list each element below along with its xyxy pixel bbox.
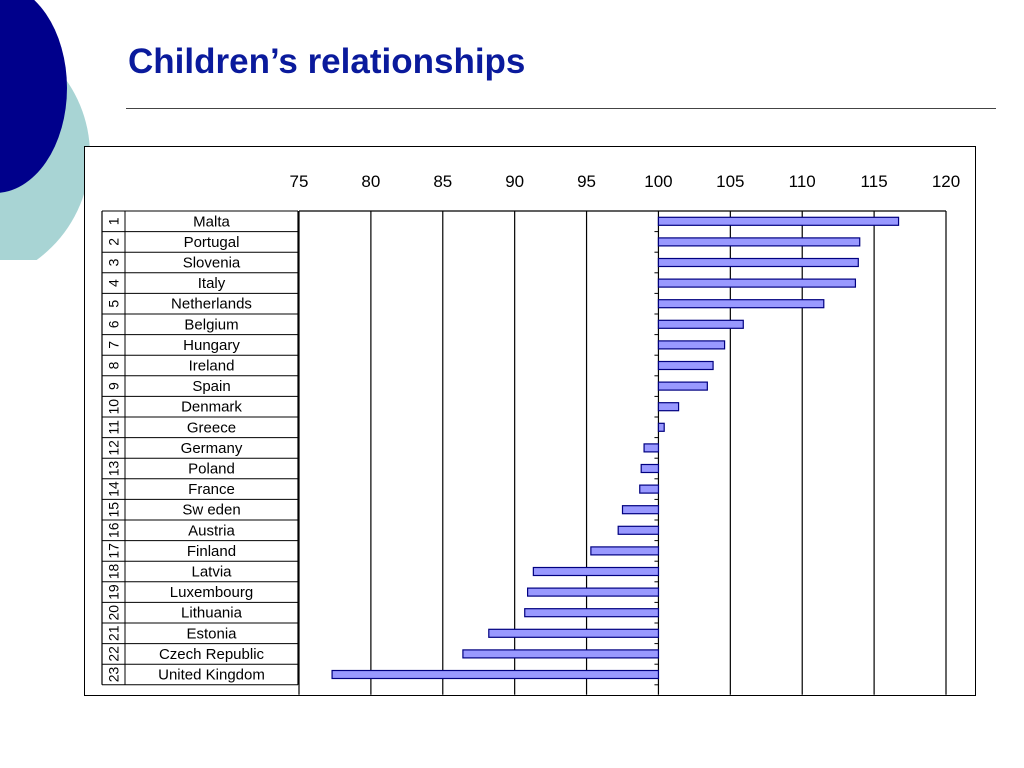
bar-portugal	[657, 237, 861, 247]
category-label: Denmark	[181, 399, 242, 416]
category-label: Sw eden	[182, 502, 240, 519]
category-label: Netherlands	[171, 296, 252, 313]
x-tick-label-105: 105	[716, 172, 744, 191]
x-tick-label-95: 95	[577, 172, 596, 191]
x-tick-label-120: 120	[932, 172, 960, 191]
rank-label: 12	[106, 440, 122, 456]
rank-label: 11	[106, 420, 122, 435]
rank-label: 13	[106, 461, 122, 477]
x-tick-label-100: 100	[644, 172, 672, 191]
category-label: Poland	[188, 461, 235, 478]
category-label: Czech Republic	[159, 646, 265, 663]
bar-united-kingdom	[331, 669, 660, 680]
rank-label: 18	[106, 564, 122, 580]
bar-france	[639, 484, 660, 494]
rank-label: 5	[106, 300, 122, 308]
x-tick-label-85: 85	[433, 172, 452, 191]
rank-label: 3	[106, 258, 122, 266]
rank-label: 16	[106, 522, 122, 538]
decorative-circles	[0, 0, 90, 260]
bar-netherlands	[657, 299, 825, 309]
rank-label: 2	[106, 238, 122, 246]
rank-label: 17	[106, 543, 122, 559]
x-tick-label-110: 110	[789, 172, 816, 191]
bar-luxembourg	[527, 587, 660, 597]
category-label: Slovenia	[183, 255, 241, 272]
rank-label: 19	[106, 584, 122, 600]
category-label: France	[188, 481, 235, 498]
rank-label: 21	[106, 625, 122, 641]
bar-czech-republic	[462, 649, 660, 659]
bar-sw-eden	[621, 505, 660, 515]
x-tick-label-115: 115	[861, 172, 888, 191]
category-label: Italy	[198, 275, 226, 292]
title-divider	[126, 108, 996, 109]
category-label: Lithuania	[181, 605, 243, 622]
category-label: Finland	[187, 543, 236, 560]
bar-poland	[640, 463, 660, 474]
category-label: Greece	[187, 419, 236, 436]
dark-circle-decoration	[0, 0, 67, 193]
rank-label: 4	[106, 279, 122, 287]
category-label: Portugal	[184, 234, 240, 251]
bar-spain	[657, 381, 708, 391]
bar-malta	[657, 216, 900, 226]
category-label: United Kingdom	[158, 667, 265, 684]
rank-label: 23	[106, 667, 122, 683]
category-label: Estonia	[186, 625, 237, 642]
x-tick-label-80: 80	[361, 172, 380, 191]
category-label: Austria	[188, 522, 235, 539]
bar-finland	[590, 546, 660, 556]
rank-label: 14	[106, 481, 122, 497]
bar-belgium	[657, 319, 744, 329]
bar-latvia	[532, 566, 660, 577]
bar-germany	[643, 443, 660, 453]
bar-greece	[657, 422, 665, 432]
category-label: Malta	[193, 213, 230, 230]
category-label: Spain	[192, 378, 230, 395]
category-label: Latvia	[191, 564, 232, 581]
rank-label: 8	[106, 361, 122, 369]
rank-label: 10	[106, 399, 122, 415]
rank-label: 22	[106, 646, 122, 662]
rank-label: 15	[106, 502, 122, 518]
rank-label: 1	[106, 217, 122, 225]
bar-austria	[617, 525, 660, 535]
rank-label: 7	[106, 341, 122, 349]
bar-lithuania	[524, 608, 660, 618]
bar-italy	[657, 278, 857, 288]
category-label: Ireland	[189, 358, 235, 375]
rank-label: 20	[106, 605, 122, 621]
category-label: Belgium	[184, 316, 238, 333]
x-tick-label-90: 90	[505, 172, 524, 191]
category-label: Luxembourg	[170, 584, 253, 601]
category-label: Germany	[181, 440, 243, 457]
x-tick-label-75: 75	[290, 172, 309, 191]
bar-slovenia	[657, 257, 859, 268]
rank-label: 6	[106, 320, 122, 328]
bar-denmark	[657, 402, 680, 412]
page-title: Children’s relationships	[128, 42, 526, 81]
bar-estonia	[488, 628, 660, 638]
bar-hungary	[657, 340, 726, 350]
bar-ireland	[657, 360, 714, 371]
rank-label: 9	[106, 382, 122, 390]
chart-frame: 75 80 85 90 95 100 105 110 115 120 1 Malta 2 Portugal…	[84, 146, 976, 696]
category-label: Hungary	[183, 337, 240, 354]
